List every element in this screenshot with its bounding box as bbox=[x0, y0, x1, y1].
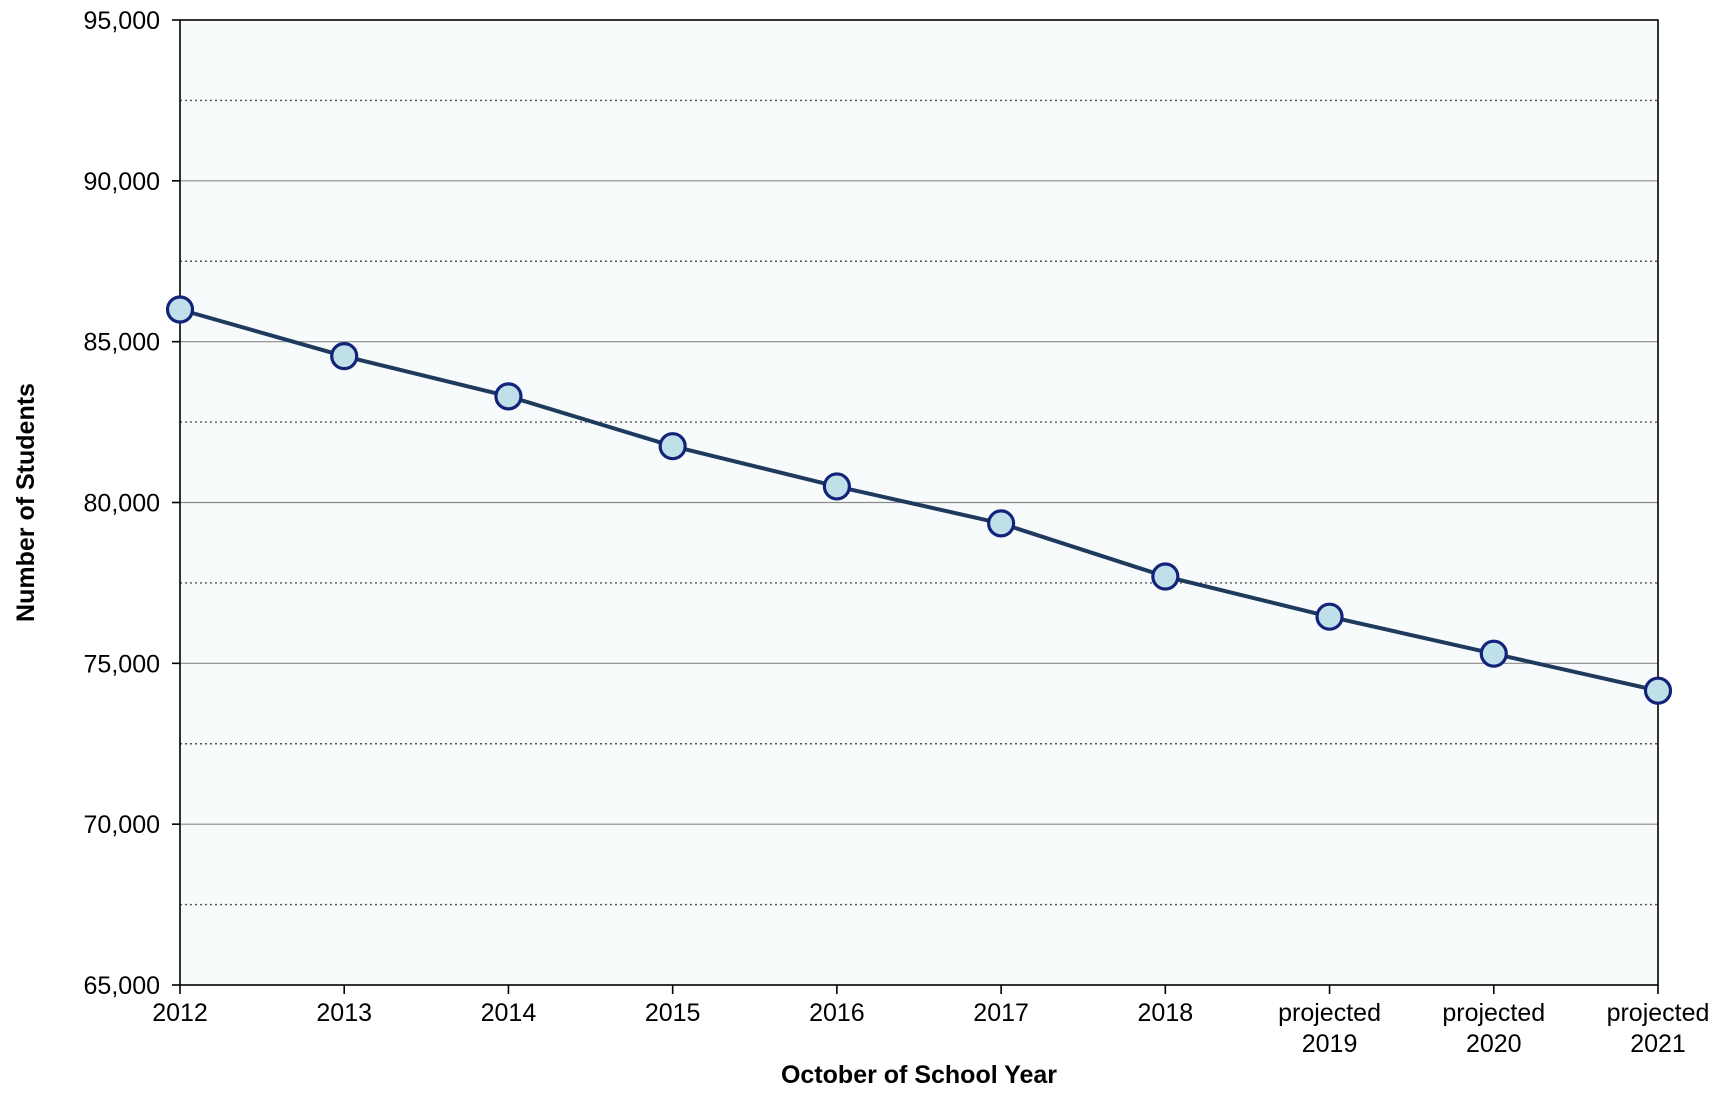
x-tick-label: 2014 bbox=[481, 999, 537, 1027]
x-tick-label: projected 2020 bbox=[1442, 999, 1545, 1058]
gridlines bbox=[180, 99, 1658, 906]
data-point bbox=[1151, 562, 1180, 591]
data-point bbox=[822, 472, 851, 501]
data-point bbox=[658, 432, 687, 461]
x-tick-label: 2018 bbox=[1138, 999, 1194, 1027]
x-tick-label: 2012 bbox=[152, 999, 208, 1027]
y-tick-label: 70,000 bbox=[84, 811, 160, 839]
y-tick-label: 85,000 bbox=[84, 329, 160, 357]
data-point bbox=[987, 509, 1016, 538]
y-tick-label: 65,000 bbox=[84, 972, 160, 1000]
x-tick-label: 2017 bbox=[973, 999, 1029, 1027]
y-tick-label: 75,000 bbox=[84, 650, 160, 678]
data-point bbox=[165, 295, 195, 324]
data-point bbox=[494, 382, 523, 411]
x-tick-label: 2016 bbox=[809, 999, 865, 1027]
data-point bbox=[1315, 602, 1344, 631]
x-axis-title: October of School Year bbox=[781, 1061, 1057, 1089]
y-axis-ticks: 65,000 70,000 75,000 80,000 85,000 90,000 95,0… bbox=[84, 7, 180, 1000]
y-tick-label: 95,000 bbox=[84, 7, 160, 35]
data-point bbox=[1643, 676, 1673, 705]
x-tick-label: projected 2019 bbox=[1278, 999, 1381, 1058]
x-tick-label: 2013 bbox=[316, 999, 372, 1027]
y-tick-label: 80,000 bbox=[84, 490, 160, 518]
series bbox=[165, 295, 1673, 705]
x-tick-label: 2015 bbox=[645, 999, 701, 1027]
x-axis-ticks: 2012 2013 2014 2015 2016 2017 2018 projected 201… bbox=[152, 985, 1709, 1058]
data-point bbox=[1479, 639, 1508, 668]
x-tick-label: projected 2021 bbox=[1607, 999, 1710, 1058]
y-tick-label: 90,000 bbox=[84, 168, 160, 196]
data-point bbox=[330, 342, 359, 371]
y-axis-title: Number of Students bbox=[12, 383, 40, 622]
series-line bbox=[179, 307, 1659, 693]
